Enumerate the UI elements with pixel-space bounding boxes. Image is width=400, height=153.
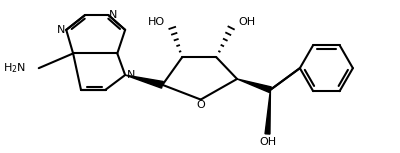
Polygon shape — [125, 75, 163, 88]
Polygon shape — [237, 79, 271, 93]
Text: N: N — [127, 70, 135, 80]
Text: N: N — [109, 10, 118, 20]
Text: N: N — [57, 25, 66, 35]
Text: HO: HO — [148, 17, 165, 27]
Text: OH: OH — [259, 137, 276, 147]
Text: O: O — [196, 101, 205, 110]
Text: OH: OH — [238, 17, 255, 27]
Text: H$_2$N: H$_2$N — [3, 61, 26, 75]
Polygon shape — [265, 90, 270, 134]
